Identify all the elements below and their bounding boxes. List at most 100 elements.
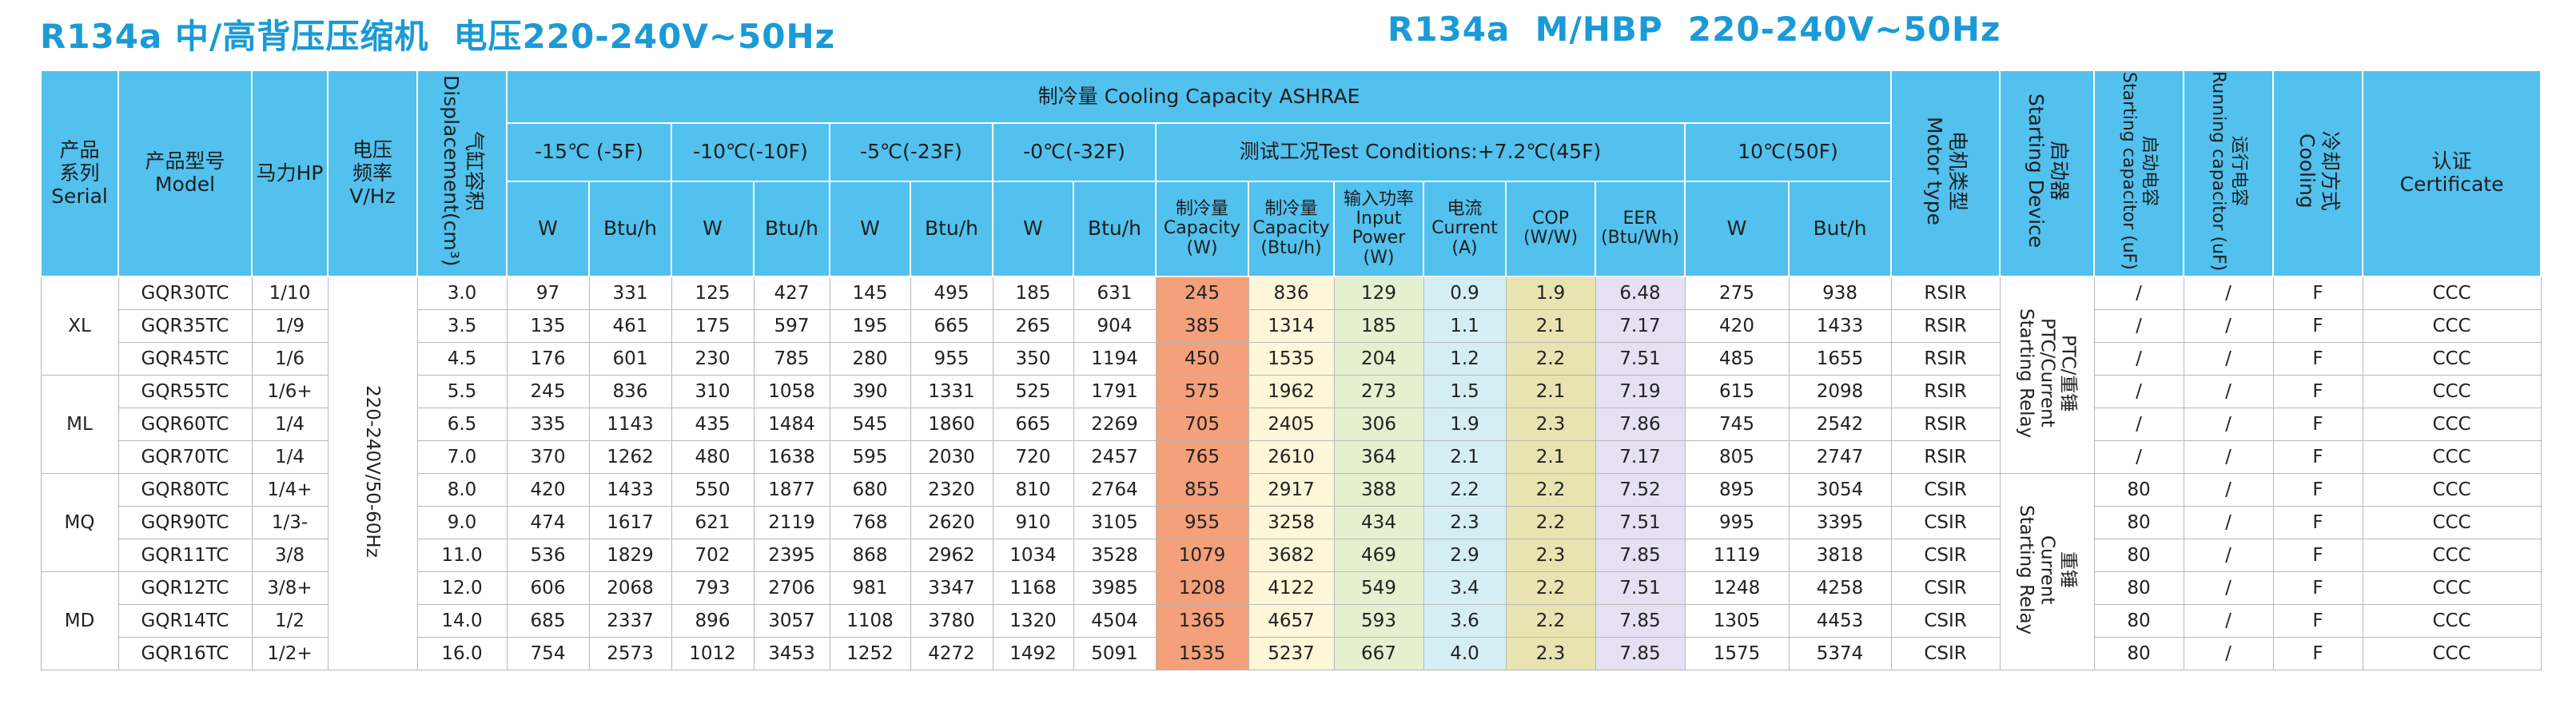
table-cell: 2337 xyxy=(588,604,672,638)
table-cell: 745 xyxy=(1684,408,1790,442)
table-cell: 4272 xyxy=(910,637,993,671)
table-cell: 0.9 xyxy=(1423,276,1507,311)
table-cell: 4.0 xyxy=(1423,637,1507,671)
table-cell: 388 xyxy=(1333,473,1424,507)
starting-text: 重锤 Current Starting Relay xyxy=(2015,504,2079,634)
table-cell: 495 xyxy=(910,276,993,311)
table-cell: F xyxy=(2272,604,2363,638)
table-cell: 245 xyxy=(1155,276,1249,311)
table-cell: 5091 xyxy=(1073,637,1157,671)
table-cell: 1194 xyxy=(1073,342,1157,376)
table-cell: 665 xyxy=(910,309,993,344)
table-cell: 480 xyxy=(671,440,754,475)
table-cell: 7.86 xyxy=(1595,408,1686,442)
leaf-header: Btu/h xyxy=(910,180,993,278)
table-cell: 1/4+ xyxy=(251,473,328,507)
table-cell: 955 xyxy=(910,342,993,376)
table-cell: 7.51 xyxy=(1595,342,1686,376)
table-cell: 4.5 xyxy=(416,342,508,376)
table-cell: 135 xyxy=(506,309,590,344)
table-cell: 1.2 xyxy=(1423,342,1507,376)
header-text: 运行电容 Running capacitor (uF) xyxy=(2208,71,2249,272)
serial-cell: ML xyxy=(40,375,119,475)
table-cell: 434 xyxy=(1333,506,1424,540)
table-cell: 230 xyxy=(671,342,754,376)
table-cell: 550 xyxy=(671,473,754,507)
table-cell: 2.1 xyxy=(1505,440,1596,475)
table-cell: 350 xyxy=(992,342,1074,376)
table-cell: 995 xyxy=(1684,506,1790,540)
table-cell: CSIR xyxy=(1890,637,2001,671)
table-cell: / xyxy=(2093,440,2184,475)
table-cell: 785 xyxy=(753,342,830,376)
leaf-header: W xyxy=(992,180,1074,278)
table-cell: 615 xyxy=(1684,375,1790,409)
table-cell: CCC xyxy=(2362,440,2542,475)
table-cell: 1168 xyxy=(992,571,1074,606)
table-cell: 469 xyxy=(1333,539,1424,573)
table-cell: CCC xyxy=(2362,571,2542,606)
table-cell: 2747 xyxy=(1788,440,1892,475)
spec-table: 产品 系列 Serial 产品型号 Model 马力HP 电压 频率 V/Hz … xyxy=(40,69,2542,671)
table-cell: 597 xyxy=(753,309,830,344)
table-cell: / xyxy=(2093,342,2184,376)
table-cell: 80 xyxy=(2093,604,2184,638)
table-cell: CCC xyxy=(2362,604,2542,638)
table-cell: 1314 xyxy=(1248,309,1335,344)
table-cell: 702 xyxy=(671,539,754,573)
header-row: W Btu/h W Btu/h W Btu/h W Btu/h 制冷量 Capacity (W)… xyxy=(41,180,2541,278)
table-cell: 793 xyxy=(671,571,754,606)
table-cell: 680 xyxy=(829,473,911,507)
table-cell: 2395 xyxy=(753,539,830,573)
table-cell: 80 xyxy=(2093,506,2184,540)
leaf-header: W xyxy=(671,180,754,278)
table-cell: RSIR xyxy=(1890,276,2001,311)
table-row: MD GQR12TC 3/8+ 12.0 606 2068 793 2706 981 3347 11… xyxy=(40,571,2542,671)
table-cell: 2.3 xyxy=(1505,539,1596,573)
table-cell: / xyxy=(2183,571,2274,606)
table-cell: F xyxy=(2272,375,2363,409)
table-cell: 868 xyxy=(829,539,911,573)
table-cell: F xyxy=(2272,276,2363,311)
table-cell: 2.1 xyxy=(1505,375,1596,409)
header-cell: 电压 频率 V/Hz xyxy=(327,69,418,278)
table-cell: 204 xyxy=(1333,342,1424,376)
table-cell: 1484 xyxy=(753,408,830,442)
group-header: 10℃(50F) xyxy=(1683,122,1893,182)
table-cell: 1.1 xyxy=(1423,309,1507,344)
table-cell: 125 xyxy=(671,276,754,311)
table-cell: 1791 xyxy=(1073,375,1157,409)
table-cell: 3985 xyxy=(1073,571,1157,606)
table-cell: 435 xyxy=(671,408,754,442)
table-cell: 7.52 xyxy=(1595,473,1686,507)
table-cell: 1012 xyxy=(671,637,754,671)
table-cell: 485 xyxy=(1684,342,1790,376)
table-cell: 1119 xyxy=(1684,539,1790,573)
header-cell: 马力HP xyxy=(251,69,328,278)
table-cell: 420 xyxy=(1684,309,1790,344)
table-cell: 2119 xyxy=(753,506,830,540)
header-cell: 电机类型 Motor type xyxy=(1890,69,2001,278)
table-cell: 6.5 xyxy=(416,408,508,442)
table-cell: 896 xyxy=(671,604,754,638)
table-cell: 2.2 xyxy=(1423,473,1507,507)
table-cell: / xyxy=(2183,604,2274,638)
table-cell: 621 xyxy=(671,506,754,540)
starting-cell: 重锤 Current Starting Relay xyxy=(1999,473,2095,671)
table-cell: 2.1 xyxy=(1423,440,1507,475)
table-cell: 4504 xyxy=(1073,604,1157,638)
table-cell: / xyxy=(2183,309,2274,344)
table-cell: / xyxy=(2183,276,2274,311)
table-row: XL GQR30TC 1/10 220-240V/50-60Hz 3.0 97 331 125… xyxy=(40,276,2542,671)
table-cell: CSIR xyxy=(1890,506,2001,540)
table-cell: 2457 xyxy=(1073,440,1157,475)
table-cell: CCC xyxy=(2362,506,2542,540)
table-cell: 2.3 xyxy=(1505,408,1596,442)
leaf-header: W xyxy=(829,180,911,278)
table-cell: 631 xyxy=(1073,276,1157,311)
table-cell: GQR12TC xyxy=(117,571,253,606)
table-cell: 606 xyxy=(506,571,590,606)
table-cell: 385 xyxy=(1155,309,1249,344)
table-cell: 768 xyxy=(829,506,911,540)
